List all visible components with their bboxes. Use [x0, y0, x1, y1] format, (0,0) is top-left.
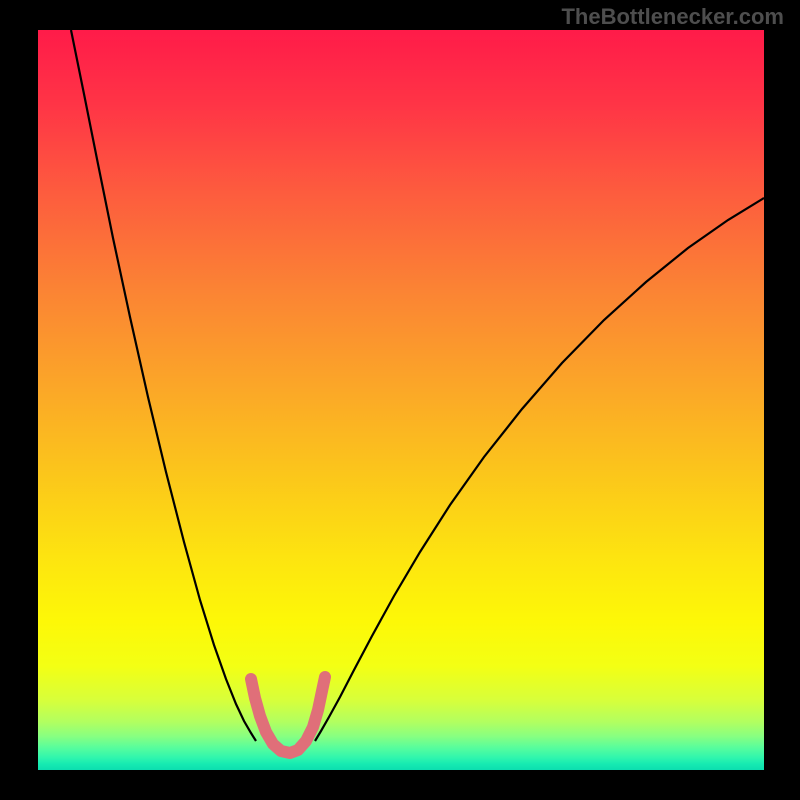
curve-layer [38, 30, 764, 770]
trough-marker [251, 677, 325, 753]
curve-black-right [315, 198, 764, 741]
watermark-label: TheBottlenecker.com [561, 4, 784, 30]
plot-area [38, 30, 764, 770]
chart-container: TheBottlenecker.com [0, 0, 800, 800]
curve-black-left [71, 30, 256, 741]
